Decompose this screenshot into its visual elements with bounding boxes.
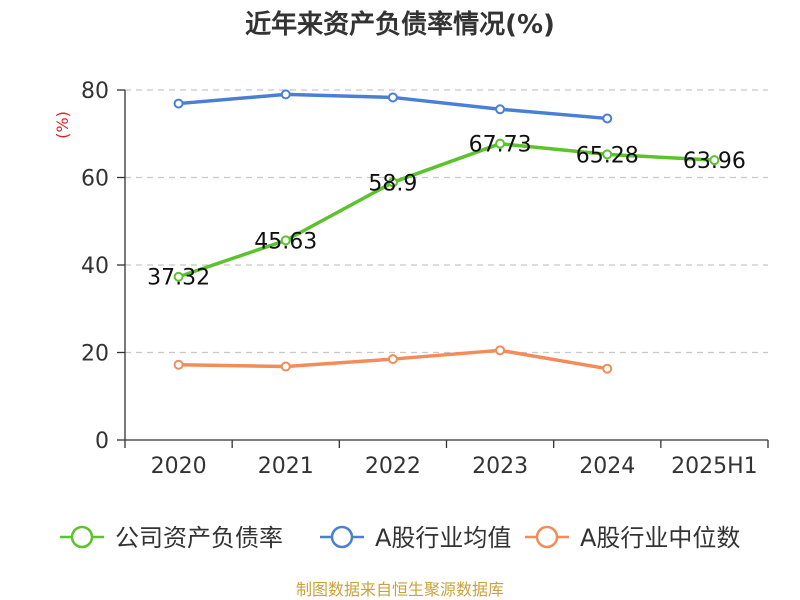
y-axis-label: (%) [53, 111, 72, 139]
series-group [173, 89, 720, 374]
y-tick-label-0: 0 [95, 429, 109, 454]
axes: 0 20 40 60 80 2020 2021 2022 2023 2024 2025H1 [81, 79, 769, 479]
y-tick-label-20: 20 [81, 342, 109, 367]
legend-label-0: 公司资产负债率 [115, 524, 283, 552]
y-tick-label-60: 60 [81, 167, 109, 192]
legend-label-1: A股行业均值 [375, 524, 511, 552]
point-s0-2021 [280, 235, 291, 246]
legend-marker-2 [535, 525, 559, 549]
series-line-0 [178, 141, 715, 279]
data-label-2023: 67.73 [469, 133, 532, 158]
x-tick-label-2025H1: 2025H1 [671, 454, 758, 479]
point-s1-2023 [495, 104, 506, 115]
data-label-2025H1: 63.96 [683, 149, 746, 174]
x-tick-label-2021: 2021 [258, 454, 314, 479]
data-label-2022: 58.9 [368, 171, 417, 196]
legend: 公司资产负债率 A股行业均值 A股行业中位数 [60, 524, 740, 552]
point-s1-2022 [387, 92, 398, 103]
data-label-2020: 37.32 [147, 266, 210, 291]
point-s1-2020 [173, 98, 184, 109]
data-label-2021: 45.63 [254, 229, 317, 254]
legend-label-2: A股行业中位数 [580, 524, 740, 552]
point-s2-2020 [173, 359, 184, 370]
point-s2-2022 [387, 354, 398, 365]
point-s1-2021 [280, 89, 291, 100]
x-tick-label-2024: 2024 [579, 454, 635, 479]
point-s0-2022 [387, 177, 398, 188]
y-tick-label-80: 80 [81, 79, 109, 104]
data-label-2024: 65.28 [576, 143, 639, 168]
point-s1-2024 [602, 113, 613, 124]
grid-lines [125, 89, 768, 354]
point-s0-2024 [602, 149, 613, 160]
y-tick-label-40: 40 [81, 254, 109, 279]
data-labels: 37.32 45.63 58.9 67.73 65.28 63.96 [147, 133, 746, 291]
point-s0-2025H1 [709, 155, 720, 166]
point-s2-2024 [602, 363, 613, 374]
point-s2-2023 [495, 345, 506, 356]
legend-marker-1 [330, 525, 354, 549]
x-tick-label-2020: 2020 [151, 454, 207, 479]
chart-title: 近年来资产负债率情况(%) [245, 9, 555, 40]
legend-marker-0 [70, 525, 94, 549]
point-s0-2023 [495, 138, 506, 149]
x-tick-label-2022: 2022 [365, 454, 421, 479]
point-s2-2021 [280, 361, 291, 372]
source-note: 制图数据来自恒生聚源数据库 [296, 580, 504, 599]
point-s0-2020 [173, 271, 184, 282]
x-tick-label-2023: 2023 [472, 454, 528, 479]
